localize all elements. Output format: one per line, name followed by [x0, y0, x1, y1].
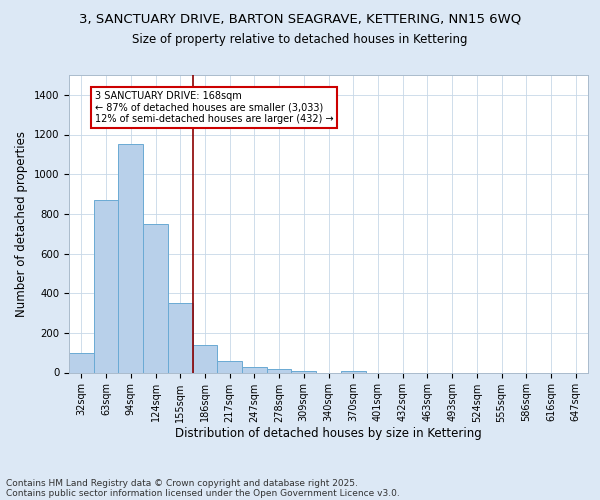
Text: 3, SANCTUARY DRIVE, BARTON SEAGRAVE, KETTERING, NN15 6WQ: 3, SANCTUARY DRIVE, BARTON SEAGRAVE, KET…	[79, 12, 521, 26]
Bar	[217, 360, 242, 372]
Bar	[143, 224, 168, 372]
Bar	[267, 368, 292, 372]
Bar	[94, 200, 118, 372]
Text: Contains HM Land Registry data © Crown copyright and database right 2025.: Contains HM Land Registry data © Crown c…	[6, 478, 358, 488]
Bar	[292, 370, 316, 372]
Text: Contains public sector information licensed under the Open Government Licence v3: Contains public sector information licen…	[6, 488, 400, 498]
Bar	[193, 344, 217, 372]
Bar	[69, 352, 94, 372]
Bar	[168, 303, 193, 372]
Bar	[341, 370, 365, 372]
X-axis label: Distribution of detached houses by size in Kettering: Distribution of detached houses by size …	[175, 428, 482, 440]
Y-axis label: Number of detached properties: Number of detached properties	[15, 130, 28, 317]
Text: 3 SANCTUARY DRIVE: 168sqm
← 87% of detached houses are smaller (3,033)
12% of se: 3 SANCTUARY DRIVE: 168sqm ← 87% of detac…	[95, 91, 334, 124]
Text: Size of property relative to detached houses in Kettering: Size of property relative to detached ho…	[132, 32, 468, 46]
Bar	[242, 366, 267, 372]
Bar	[118, 144, 143, 372]
